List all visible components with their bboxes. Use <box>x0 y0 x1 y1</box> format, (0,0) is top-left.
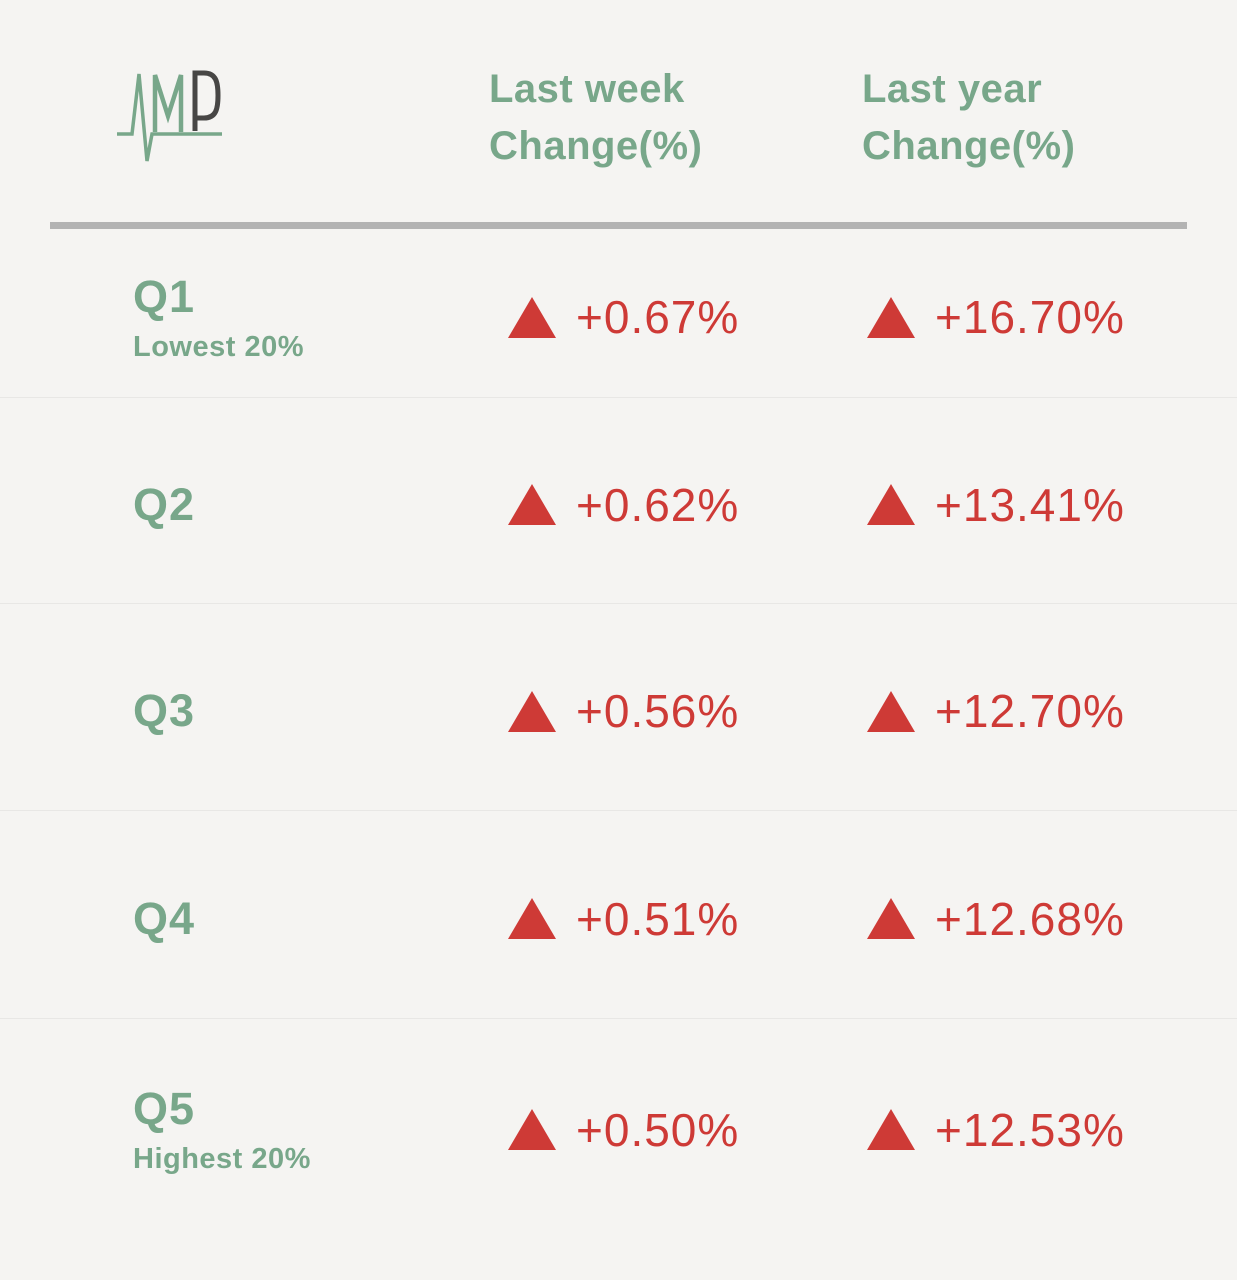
table-row-q4: Q4 +0.51% +12.68% <box>0 811 1237 1019</box>
quintile-cell: Q2 <box>0 479 475 531</box>
triangle-up-icon <box>867 296 915 338</box>
last-week-value-cell: +0.51% <box>475 892 834 946</box>
last-week-change-value: +0.67% <box>576 291 740 343</box>
quintile-label: Q3 <box>133 685 196 736</box>
amp-pulse-logo-icon <box>117 70 222 161</box>
last-week-change-value: +0.56% <box>576 685 740 737</box>
last-week-value-cell: +0.50% <box>475 1103 834 1157</box>
column-header-last-week-line2: Change(%) <box>489 124 703 168</box>
table-header: Last week Change(%) Last year Change(%) <box>0 0 1237 222</box>
last-year-value-cell: +12.53% <box>834 1103 1237 1157</box>
triangle-up-icon <box>867 898 915 939</box>
last-year-change-value: +16.70% <box>935 291 1125 343</box>
last-week-value-cell: +0.56% <box>475 684 834 738</box>
quintile-cell: Q3 <box>0 685 475 737</box>
column-header-last-week-line1: Last week <box>489 67 685 111</box>
column-header-last-year-line1: Last year <box>862 67 1043 111</box>
last-week-value-cell: +0.67% <box>475 290 834 344</box>
triangle-up-icon <box>508 484 556 525</box>
quintile-label: Q2 <box>133 478 196 530</box>
column-header-last-year-line2: Change(%) <box>862 124 1076 168</box>
triangle-up-icon <box>867 1109 915 1150</box>
triangle-up-icon <box>508 898 556 939</box>
logo-letter-p-icon <box>192 70 221 131</box>
logo-cell <box>0 49 475 174</box>
quintile-sublabel: Lowest 20% <box>133 330 304 363</box>
quintile-label: Q4 <box>133 892 196 944</box>
logo-letter-m-icon <box>152 73 184 132</box>
header-divider <box>50 222 1187 229</box>
triangle-up-icon <box>508 690 556 732</box>
quintile-sublabel: Highest 20% <box>133 1143 311 1175</box>
triangle-up-icon <box>508 296 556 338</box>
last-year-value-cell: +13.41% <box>834 478 1237 532</box>
last-year-change-value: +12.53% <box>935 1103 1125 1156</box>
last-year-change-value: +13.41% <box>935 478 1125 531</box>
table-row-q1: Q1 Lowest 20% +0.67% +16.70% <box>0 229 1237 398</box>
quintile-label: Q5 <box>133 1083 196 1134</box>
last-week-value-cell: +0.62% <box>475 478 834 532</box>
last-year-value-cell: +12.70% <box>834 684 1237 738</box>
table-row-q5: Q5 Highest 20% +0.50% +12.53% <box>0 1019 1237 1280</box>
triangle-up-icon <box>508 1109 556 1150</box>
quintile-cell: Q5 Highest 20% <box>0 1083 475 1176</box>
last-year-value-cell: +16.70% <box>834 290 1237 344</box>
quintile-cell: Q1 Lowest 20% <box>0 271 475 364</box>
last-week-change-value: +0.50% <box>576 1103 740 1156</box>
last-week-change-value: +0.51% <box>576 892 740 945</box>
column-header-last-week: Last week Change(%) <box>475 47 834 175</box>
quintile-label: Q1 <box>133 270 196 322</box>
table-row-q2: Q2 +0.62% +13.41% <box>0 398 1237 604</box>
quintile-cell: Q4 <box>0 893 475 945</box>
last-week-change-value: +0.62% <box>576 478 740 531</box>
column-header-last-year: Last year Change(%) <box>834 47 1237 175</box>
table-row-q3: Q3 +0.56% +12.70% <box>0 604 1237 811</box>
last-year-change-value: +12.70% <box>935 685 1125 737</box>
last-year-change-value: +12.68% <box>935 892 1125 945</box>
triangle-up-icon <box>867 484 915 525</box>
last-year-value-cell: +12.68% <box>834 892 1237 946</box>
pulse-line-icon <box>117 73 222 161</box>
triangle-up-icon <box>867 690 915 732</box>
